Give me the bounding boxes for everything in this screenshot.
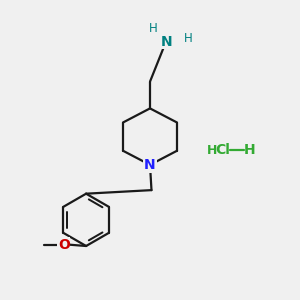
- Text: Cl: Cl: [215, 143, 230, 157]
- Text: H: H: [184, 32, 193, 45]
- Text: H: H: [207, 143, 218, 157]
- Text: H: H: [148, 22, 157, 34]
- Text: H: H: [244, 143, 255, 157]
- Text: N: N: [160, 34, 172, 49]
- Text: O: O: [58, 238, 70, 251]
- Text: N: N: [144, 158, 156, 172]
